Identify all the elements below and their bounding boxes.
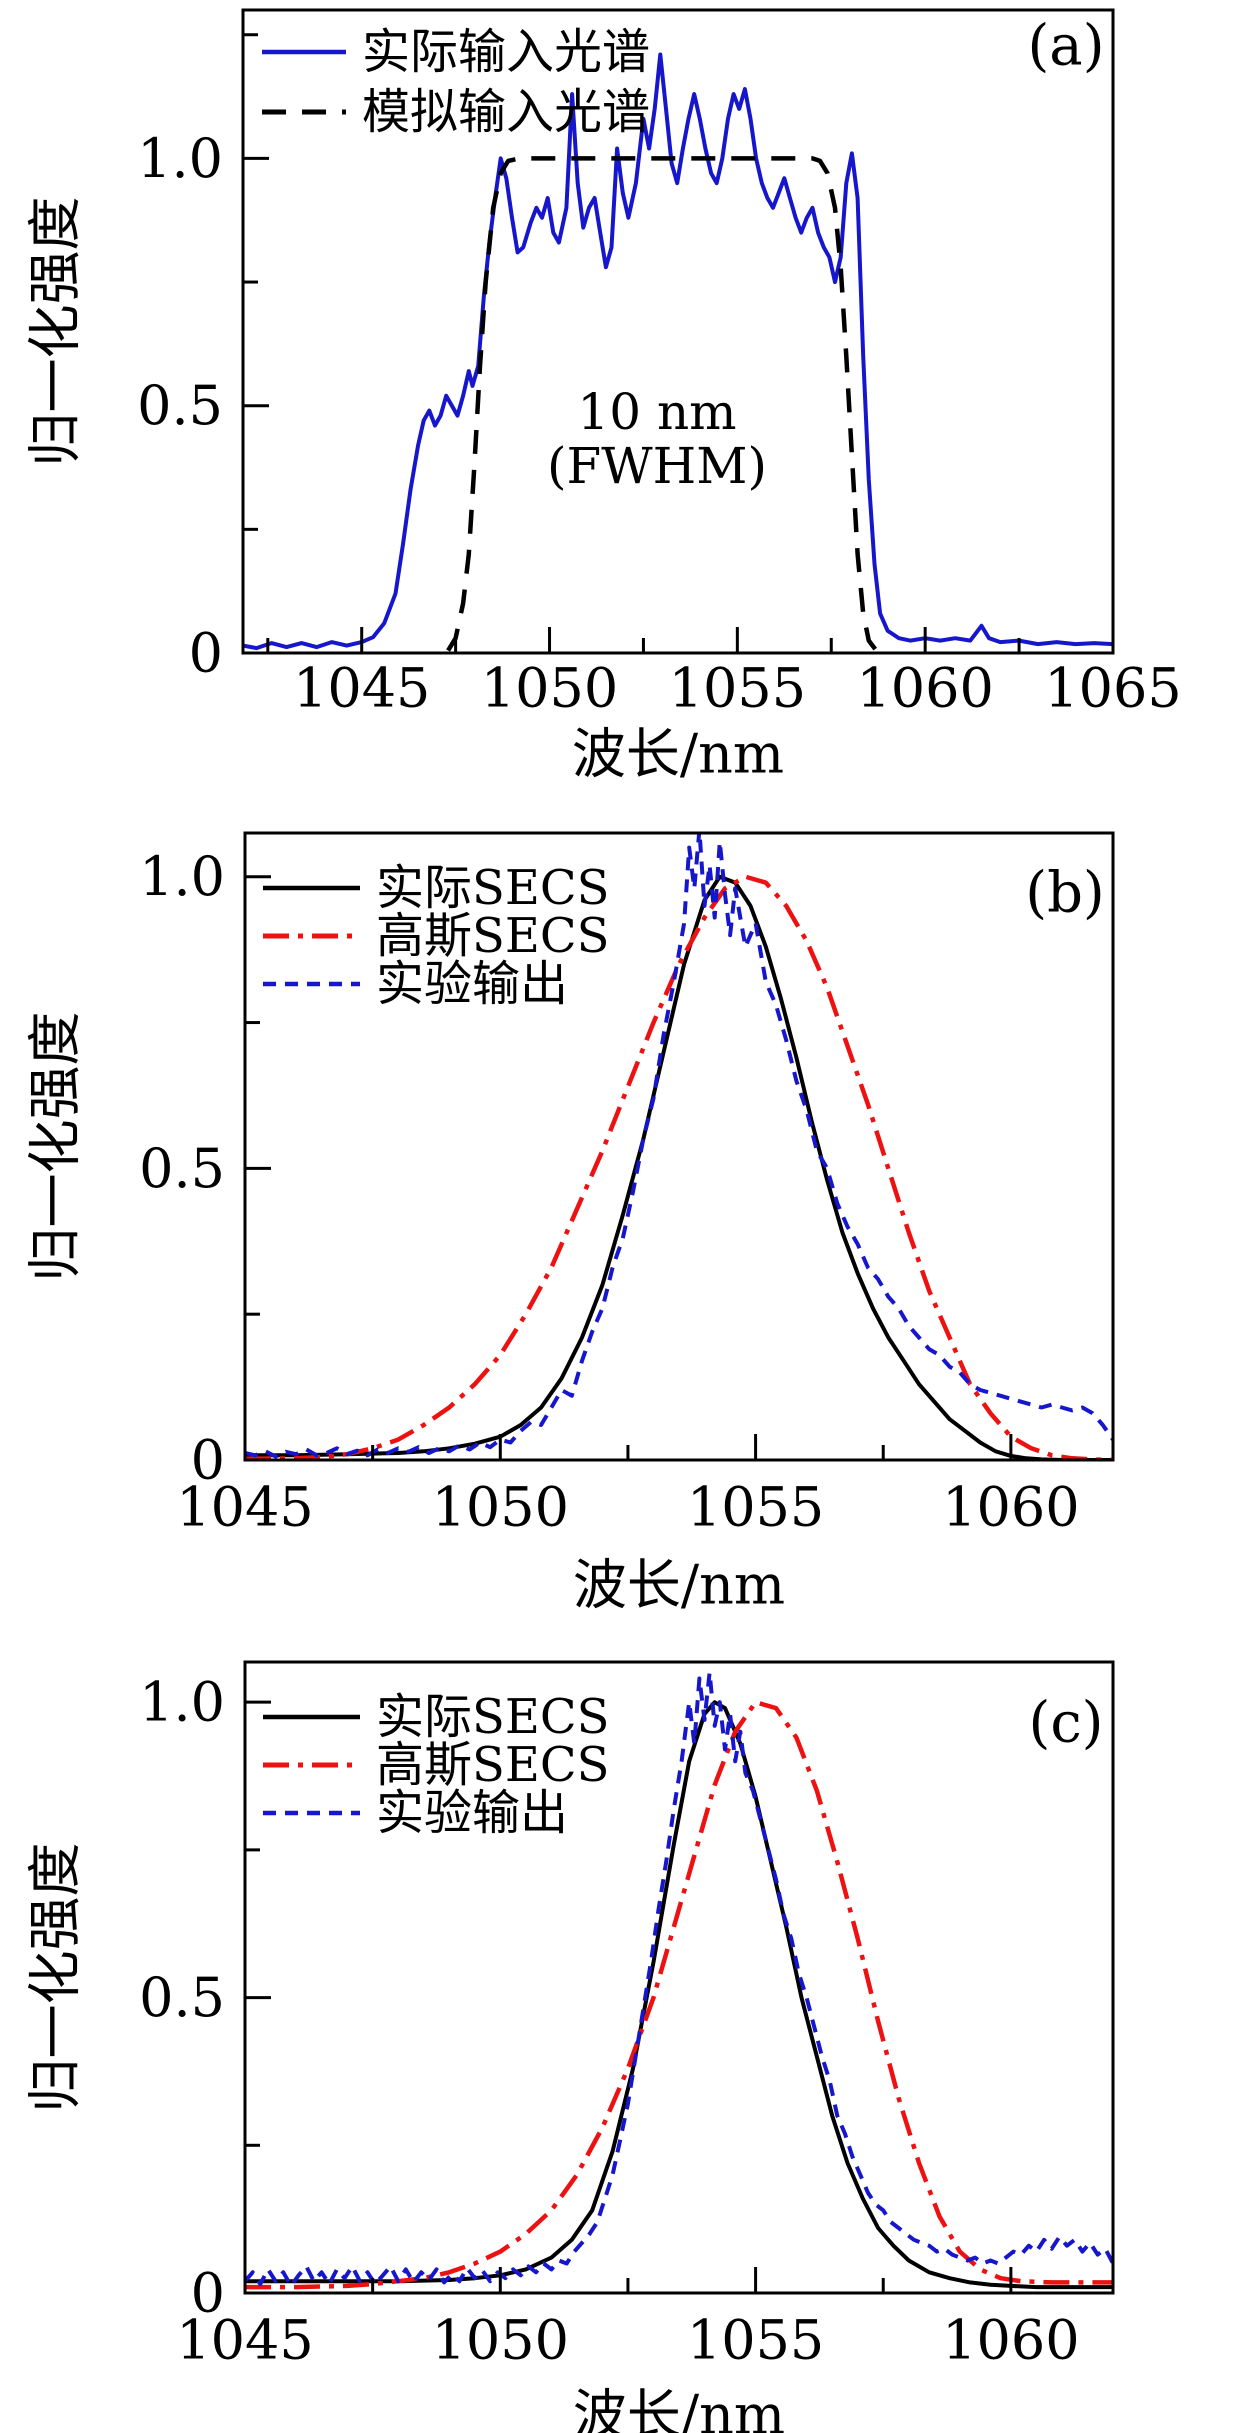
x-tick-label: 1060 xyxy=(942,2309,1079,2372)
y-tick-label: 0.5 xyxy=(139,1966,225,2029)
y-tick-label: 1.0 xyxy=(139,845,225,908)
y-axis-label-c: 归一化强度 xyxy=(24,1843,87,2113)
y-tick-label: 0 xyxy=(191,2262,225,2325)
y-tick-label: 0.5 xyxy=(137,374,223,437)
y-tick-label: 1.0 xyxy=(137,127,223,190)
x-tick-label: 1060 xyxy=(942,1476,1079,1539)
series-line-c-2 xyxy=(245,1670,1113,2288)
legend-label-a-1: 模拟输入光谱 xyxy=(362,84,650,140)
x-tick-label: 1050 xyxy=(432,2309,569,2372)
x-axis-label-b: 波长/nm xyxy=(573,1554,785,1617)
x-tick-label: 1050 xyxy=(432,1476,569,1539)
x-tick-label: 1055 xyxy=(687,2309,824,2372)
series-line-c-1 xyxy=(245,1699,1113,2290)
legend-label-c-0: 实际SECS xyxy=(376,1689,610,1745)
annotation-line-a-0: 10 nm xyxy=(577,383,736,441)
plot-frame-a xyxy=(241,8,1115,655)
legend-label-a-0: 实际输入光谱 xyxy=(362,24,650,80)
legend-label-b-2: 实验输出 xyxy=(376,956,568,1012)
x-axis-label-a: 波长/nm xyxy=(572,723,784,786)
x-tick-label: 1055 xyxy=(687,1476,824,1539)
series-line-b-0 xyxy=(245,874,1113,1460)
x-tick-label: 1055 xyxy=(669,657,806,720)
legend-label-c-2: 实验输出 xyxy=(376,1785,568,1841)
x-axis-label-c: 波长/nm xyxy=(573,2384,785,2433)
y-axis-label-a: 归一化强度 xyxy=(24,197,87,467)
x-tick-label: 1045 xyxy=(176,2309,313,2372)
legend-label-b-1: 高斯SECS xyxy=(376,908,610,964)
annotation-line-a-1: (FWHM) xyxy=(547,437,767,495)
y-tick-label: 0 xyxy=(189,622,223,685)
x-tick-label: 1065 xyxy=(1044,657,1181,720)
plot-frame-b xyxy=(243,831,1115,1462)
y-tick-label: 0 xyxy=(191,1429,225,1492)
x-tick-label: 1045 xyxy=(293,657,430,720)
y-tick-label: 0.5 xyxy=(139,1137,225,1200)
panel-tag-a: (a) xyxy=(1027,14,1104,79)
plot-frame-c xyxy=(243,1660,1115,2295)
series-line-a-0 xyxy=(243,52,1113,651)
x-tick-label: 1045 xyxy=(176,1476,313,1539)
legend-label-c-1: 高斯SECS xyxy=(376,1737,610,1793)
series-line-a-1 xyxy=(446,156,885,653)
panel-tag-b: (b) xyxy=(1025,861,1105,926)
x-tick-label: 1060 xyxy=(856,657,993,720)
panel-tag-c: (c) xyxy=(1028,1691,1103,1756)
y-tick-label: 1.0 xyxy=(139,1671,225,1734)
series-line-b-2 xyxy=(245,833,1113,1459)
x-tick-label: 1050 xyxy=(481,657,618,720)
series-line-b-1 xyxy=(245,874,1113,1460)
y-axis-label-b: 归一化强度 xyxy=(24,1012,87,1282)
legend-label-b-0: 实际SECS xyxy=(376,860,610,916)
